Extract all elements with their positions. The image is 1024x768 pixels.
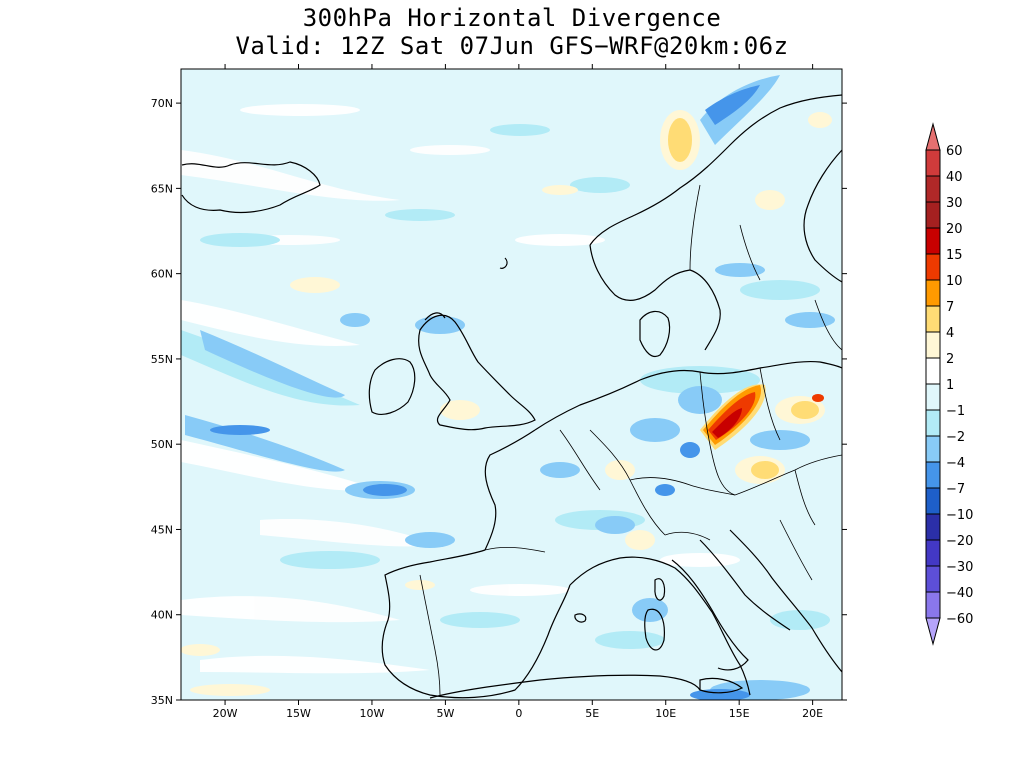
- lon-tick-label: 10E: [655, 707, 676, 720]
- colorbar-label: 60: [946, 144, 963, 159]
- colorbar-label: 2: [946, 352, 954, 367]
- map-axes: 35N 40N 45N 50N 55N 60N 65N 70N 20W 15W 10W 5W 0 5E 10…: [151, 64, 847, 720]
- colorbar-label: 4: [946, 326, 954, 341]
- colorbar-label: 1: [946, 378, 954, 393]
- colorbar-segment: [925, 513, 941, 541]
- coastlines: [181, 94, 842, 699]
- lon-tick-label: 15W: [286, 707, 311, 720]
- colorbar-label: −7: [946, 482, 965, 497]
- colorbar: 60 40 30 20 15 10 7 4 2 1 −1 −2 −4 −7 −10 −20 −30 −40 −60: [925, 122, 973, 646]
- plot-frame: [180, 68, 843, 701]
- colorbar-label: −20: [946, 534, 973, 549]
- colorbar-label: 30: [946, 196, 963, 211]
- colorbar-label: −30: [946, 560, 973, 575]
- lat-tick-label: 70N: [151, 97, 173, 110]
- lat-tick-label: 40N: [151, 609, 173, 622]
- colorbar-segment: [925, 461, 941, 489]
- chart-title: 300hPa Horizontal Divergence: [302, 4, 722, 32]
- colorbar-segment: [925, 487, 941, 515]
- colorbar-segment: [925, 617, 941, 646]
- lon-tick-label: 5E: [585, 707, 599, 720]
- colorbar-segment: [925, 227, 941, 255]
- colorbar-label: 20: [946, 222, 963, 237]
- lon-tick-label: 15E: [729, 707, 750, 720]
- colorbar-label: −40: [946, 586, 973, 601]
- colorbar-segment: [925, 331, 941, 359]
- colorbar-label: −2: [946, 430, 965, 445]
- lon-tick-label: 5W: [436, 707, 454, 720]
- lon-tick-label: 20W: [213, 707, 238, 720]
- colorbar-segment: [925, 357, 941, 385]
- colorbar-label: 10: [946, 274, 963, 289]
- colorbar-label: −10: [946, 508, 973, 523]
- colorbar-label: 15: [946, 248, 963, 263]
- colorbar-label: −1: [946, 404, 965, 419]
- colorbar-segment: [925, 253, 941, 281]
- colorbar-segment: [925, 279, 941, 307]
- lat-tick-label: 45N: [151, 523, 173, 536]
- lat-tick-label: 50N: [151, 438, 173, 451]
- lon-tick-label: 10W: [360, 707, 385, 720]
- colorbar-segment: [925, 409, 941, 437]
- lat-tick-label: 35N: [151, 694, 173, 707]
- lat-tick-label: 60N: [151, 268, 173, 281]
- colorbar-segment: [925, 305, 941, 333]
- colorbar-segment: [925, 201, 941, 229]
- lat-tick-label: 55N: [151, 353, 173, 366]
- colorbar-segment: [925, 383, 941, 411]
- chart-subtitle: Valid: 12Z Sat 07Jun GFS−WRF@20km:06z: [235, 32, 789, 60]
- colorbar-label: −4: [946, 456, 965, 471]
- lon-tick-label: 20E: [802, 707, 823, 720]
- colorbar-segment: [925, 591, 941, 619]
- lon-tick-label: 0: [515, 707, 522, 720]
- lat-tick-label: 65N: [151, 182, 173, 195]
- national-borders: [419, 184, 842, 696]
- colorbar-label: 7: [946, 300, 954, 315]
- colorbar-segment: [925, 539, 941, 567]
- colorbar-label: −60: [946, 612, 973, 627]
- colorbar-label: 40: [946, 170, 963, 185]
- colorbar-segment: [925, 175, 941, 203]
- colorbar-segment: [925, 435, 941, 463]
- colorbar-segment: [925, 122, 941, 151]
- colorbar-segment: [925, 149, 941, 177]
- colorbar-segment: [925, 565, 941, 593]
